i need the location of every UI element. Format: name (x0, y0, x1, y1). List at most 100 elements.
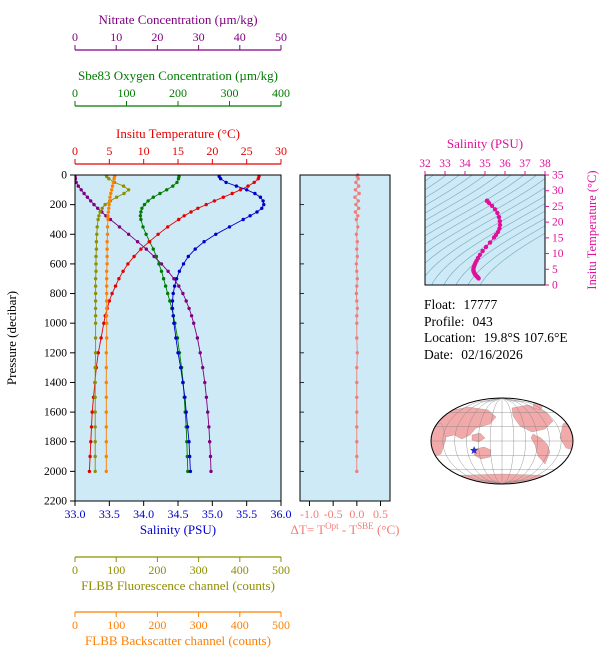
world-map (430, 397, 574, 485)
svg-text:500: 500 (272, 563, 290, 577)
svg-text:-1.0: -1.0 (300, 507, 319, 521)
svg-text:30: 30 (193, 30, 205, 44)
svg-text:0: 0 (72, 30, 78, 44)
svg-text:34.5: 34.5 (168, 507, 189, 521)
svg-text:200: 200 (148, 618, 166, 632)
svg-text:500: 500 (272, 618, 290, 632)
svg-text:1800: 1800 (44, 436, 67, 448)
float-id-row: Float: 17777 (424, 297, 568, 314)
svg-text:Insitu Temperature (°C): Insitu Temperature (°C) (116, 126, 240, 141)
location-label: Location: (424, 330, 476, 345)
svg-text:35.5: 35.5 (236, 507, 257, 521)
svg-text:33: 33 (439, 158, 451, 170)
svg-text:50: 50 (275, 30, 287, 44)
svg-text:0.5: 0.5 (373, 507, 388, 521)
svg-text:20: 20 (206, 144, 218, 158)
svg-text:15: 15 (172, 144, 184, 158)
svg-text:-0.5: -0.5 (324, 507, 343, 521)
profile-series (75, 175, 266, 474)
svg-text:800: 800 (50, 288, 68, 300)
svg-text:0: 0 (61, 170, 67, 182)
svg-text:36.0: 36.0 (271, 507, 292, 521)
svg-text:Sbe83 Oxygen Concentration (µm: Sbe83 Oxygen Concentration (µm/kg) (78, 68, 278, 83)
svg-text:10: 10 (138, 144, 150, 158)
svg-text:20: 20 (151, 30, 163, 44)
profile-value: 043 (472, 313, 493, 329)
svg-text:1000: 1000 (44, 318, 67, 330)
svg-text:200: 200 (148, 563, 166, 577)
float-location-star-icon (470, 446, 479, 454)
svg-text:5: 5 (552, 264, 558, 276)
svg-text:FLBB Backscatter channel (coun: FLBB Backscatter channel (counts) (85, 633, 271, 648)
svg-text:300: 300 (190, 563, 208, 577)
svg-text:Insitu Temperature (°C): Insitu Temperature (°C) (585, 170, 599, 289)
svg-text:30: 30 (275, 144, 287, 158)
svg-text:35.0: 35.0 (202, 507, 223, 521)
svg-text:100: 100 (107, 563, 125, 577)
svg-text:33.5: 33.5 (99, 507, 120, 521)
svg-text:10: 10 (552, 248, 564, 260)
svg-text:33.0: 33.0 (65, 507, 86, 521)
svg-text:37: 37 (519, 158, 531, 170)
svg-text:Pressure (decibar): Pressure (decibar) (4, 291, 19, 385)
svg-text:1200: 1200 (44, 347, 67, 359)
svg-text:200: 200 (50, 199, 68, 211)
svg-text:1400: 1400 (44, 377, 67, 389)
delta-t-panel: -1.0 -0.5 0.0 0.5ΔT= TOpt - TSBE (°C) (291, 173, 400, 537)
svg-text:40: 40 (234, 30, 246, 44)
svg-text:400: 400 (272, 86, 290, 100)
location-row: Location: 19.8°S 107.6°E (424, 330, 568, 347)
profile-panel: 0200400600800100012001400160018002000220… (4, 12, 292, 648)
svg-text:300: 300 (190, 618, 208, 632)
svg-text:1600: 1600 (44, 407, 67, 419)
svg-text:100: 100 (118, 86, 136, 100)
svg-text:Nitrate Concentration (µm/kg): Nitrate Concentration (µm/kg) (98, 12, 257, 27)
ts-panel: 32 33 34 35 36 37 38 Salinity (PSU) 0 5 10 15 20 25 30… (419, 136, 599, 292)
float-info-block: Float: 17777 Profile: 043 Location: 19.8°S … (424, 297, 568, 363)
svg-text:0: 0 (552, 280, 558, 292)
density-contours (425, 175, 545, 285)
svg-text:Salinity (PSU): Salinity (PSU) (140, 522, 216, 537)
svg-text:25: 25 (241, 144, 253, 158)
svg-text:0: 0 (72, 563, 78, 577)
svg-text:34: 34 (459, 158, 471, 170)
svg-text:FLBB Fluorescence channel (cou: FLBB Fluorescence channel (counts) (81, 578, 275, 593)
svg-text:ΔT= TOpt - TSBE (°C): ΔT= TOpt - TSBE (°C) (291, 521, 400, 537)
svg-text:35: 35 (479, 158, 491, 170)
svg-text:400: 400 (50, 229, 68, 241)
svg-text:600: 600 (50, 258, 68, 270)
svg-text:36: 36 (499, 158, 511, 170)
float-value: 17777 (463, 297, 498, 312)
svg-text:32: 32 (419, 158, 431, 170)
svg-text:100: 100 (107, 618, 125, 632)
map-graticule (431, 398, 573, 484)
svg-text:400: 400 (231, 563, 249, 577)
svg-text:300: 300 (221, 86, 239, 100)
svg-text:5: 5 (106, 144, 112, 158)
float-label: Float: (424, 297, 456, 312)
svg-text:0.0: 0.0 (349, 507, 364, 521)
svg-text:0: 0 (72, 144, 78, 158)
svg-text:0: 0 (72, 618, 78, 632)
svg-text:10: 10 (110, 30, 122, 44)
svg-text:30: 30 (552, 185, 564, 197)
svg-text:15: 15 (552, 232, 564, 244)
svg-text:2000: 2000 (44, 466, 67, 478)
svg-text:35: 35 (552, 170, 564, 182)
date-value: 02/16/2026 (461, 346, 523, 362)
svg-text:Salinity (PSU): Salinity (PSU) (447, 136, 523, 151)
svg-text:38: 38 (539, 158, 551, 170)
svg-text:0: 0 (72, 86, 78, 100)
location-value: 19.8°S 107.6°E (483, 330, 568, 345)
profile-row: Profile: 043 (424, 314, 568, 331)
date-row: Date: 02/16/2026 (424, 347, 568, 364)
profile-label: Profile: (424, 313, 465, 329)
svg-text:2200: 2200 (44, 496, 67, 508)
svg-text:20: 20 (552, 217, 564, 229)
svg-text:400: 400 (231, 618, 249, 632)
svg-text:25: 25 (552, 201, 564, 213)
svg-text:200: 200 (169, 86, 187, 100)
svg-text:34.0: 34.0 (133, 507, 154, 521)
